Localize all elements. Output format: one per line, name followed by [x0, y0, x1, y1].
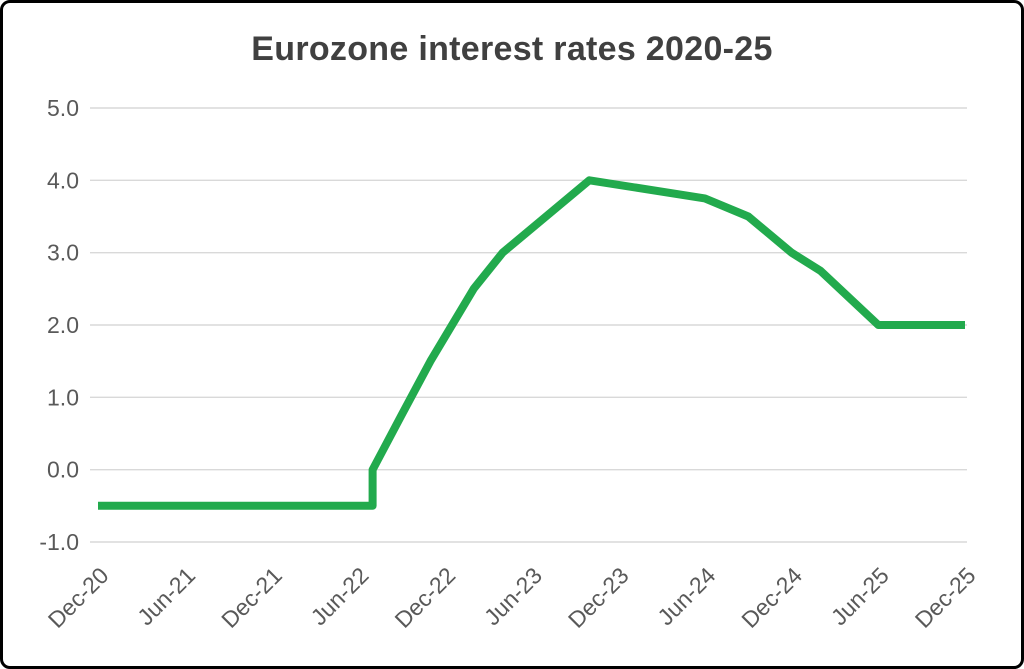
- rate-line-series: [98, 176, 965, 510]
- x-tick-label: Dec-21: [216, 562, 287, 633]
- y-tick-label: 4.0: [47, 167, 79, 193]
- x-tick-label: Dec-20: [43, 562, 114, 633]
- y-tick-label: 3.0: [47, 240, 79, 266]
- chart-title: Eurozone interest rates 2020-25: [251, 30, 773, 68]
- y-tick-label: 5.0: [47, 95, 79, 121]
- x-tick-label: Dec-25: [910, 562, 981, 633]
- line-chart-canvas: 5.0 4.0 3.0 2.0 1.0 0.0 -1.0 Dec-20 Jun-21 Dec-21…: [39, 95, 981, 633]
- x-tick-label: Jun-23: [479, 562, 547, 630]
- y-tick-label: -1.0: [39, 529, 79, 555]
- y-tick-label: 0.0: [47, 457, 79, 483]
- x-tick-label: Dec-22: [390, 562, 461, 633]
- x-tick-label: Jun-22: [306, 562, 374, 630]
- x-tick-label: Dec-24: [736, 562, 807, 633]
- x-tick-label: Jun-25: [826, 562, 894, 630]
- y-tick-label: 2.0: [47, 312, 79, 338]
- y-tick-label: 1.0: [47, 384, 79, 410]
- x-tick-label: Jun-21: [132, 562, 200, 630]
- x-tick-label: Jun-24: [652, 562, 720, 630]
- x-tick-label: Dec-23: [563, 562, 634, 633]
